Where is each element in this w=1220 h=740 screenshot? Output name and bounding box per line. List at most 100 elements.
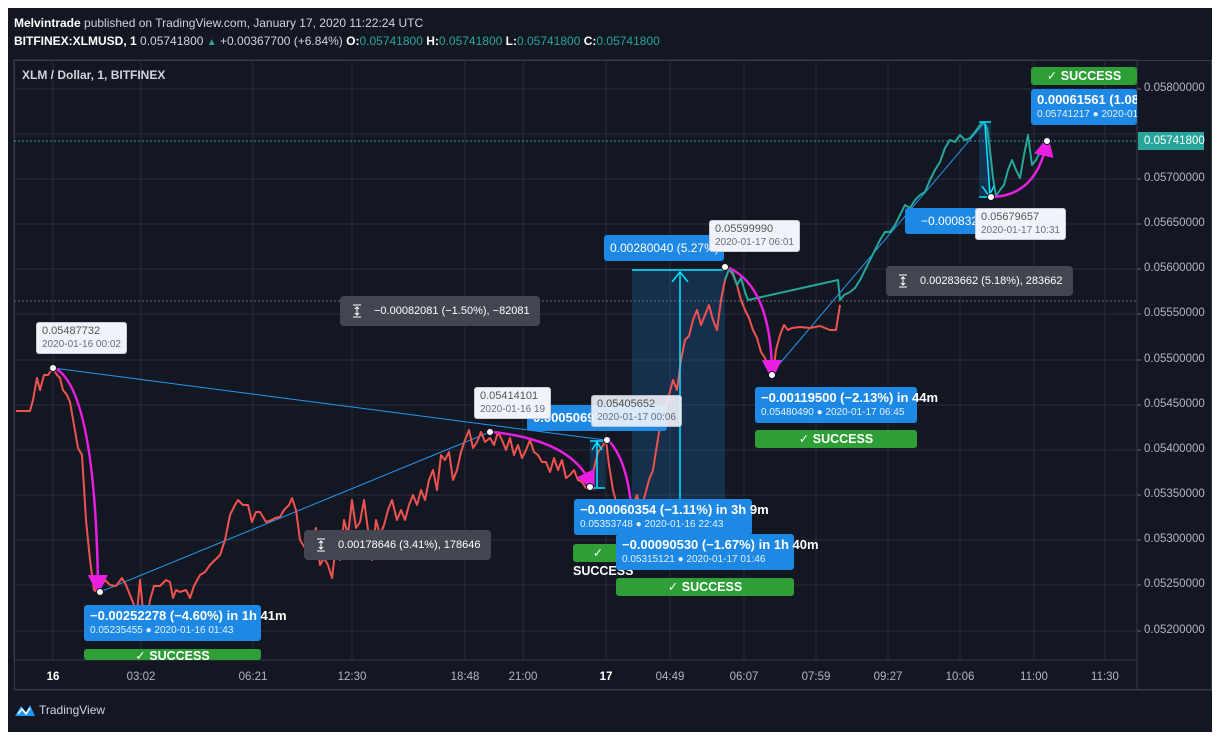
time-tick: 06:07 [729,671,759,683]
success-badge: ✓ SUCCESS [84,649,261,660]
price-tick: 0.05550000 [1144,307,1205,319]
success-badge: ✓ SUCCESS [755,430,917,448]
price-line-up [724,121,1048,301]
range-icon [899,274,907,288]
price-line-down [16,268,841,626]
symbol-title[interactable]: XLM / Dollar, 1, BITFINEX [22,68,166,82]
price-tick: 0.05200000 [1144,624,1205,636]
last-price-label: 0.05741800 [1138,132,1205,150]
close-label: C: [583,34,597,48]
close-value: 0.05741800 [596,34,660,48]
low-label: L: [505,34,517,48]
time-tick: 07:59 [801,671,831,683]
anchor-points[interactable] [49,137,1051,596]
publish-line: Melvintrade published on TradingView.com… [14,14,660,32]
grid-vertical [52,60,1106,660]
price-point-tooltip: 0.05405652 2020-01-17 00:06 [591,395,682,427]
point-time: 2020-01-16 19 [480,404,546,415]
point-time: 2020-01-17 00:06 [597,412,676,423]
ohlc-line: BITFINEX:XLMUSD, 1 0.05741800 ▲ +0.00367… [14,32,660,52]
axis-ticks [1137,88,1141,632]
time-tick: 17 [599,671,613,683]
measure-label[interactable]: 0.00280040 (5.27%) [604,235,724,261]
price-tick: 0.05500000 [1144,353,1205,365]
range-text: 0.00178646 (3.41%), 178646 [338,539,481,551]
move-main: 0.00061561 (1.08%) [1037,92,1137,107]
move-main: −0.00090530 (−1.67%) in 1h 40m [622,537,819,552]
up-triangle-icon: ▲ [206,37,217,48]
current-price: 0.05741800 [140,34,204,48]
price-point-tooltip: 0.05414101 2020-01-16 19 [474,387,552,419]
range-label[interactable]: 0.00178646 (3.41%), 178646 [304,530,491,560]
price-tick: 0.05650000 [1144,217,1205,229]
symbol-label: BITFINEX:XLMUSD, 1 [14,34,137,48]
point-price: 0.05487732 [42,325,101,337]
point-price: 0.05414101 [480,390,539,402]
range-label[interactable]: −0.00082081 (−1.50%), −82081 [340,296,540,326]
time-tick: 06:21 [238,671,268,683]
move-sub: 0.05315121 ● 2020-01-17 01:46 [622,554,766,565]
tradingview-text: TradingView [39,703,106,717]
move-label[interactable]: −0.00060354 (−1.11%) in 3h 9m 0.05353748… [574,499,769,535]
open-label: O: [346,34,360,48]
move-sub: 0.05480490 ● 2020-01-17 06:45 [761,407,905,418]
time-tick: 18:48 [450,671,480,683]
time-tick: 09:27 [873,671,903,683]
published-text: published on TradingView.com, January 17… [84,16,424,30]
point-price: 0.05405652 [597,398,656,410]
price-point-tooltip: 0.05487732 2020-01-16 00:02 [36,322,127,354]
price-tick: 0.05250000 [1144,578,1205,590]
point-price: 0.05679657 [981,211,1040,223]
point-price: 0.05599990 [715,223,774,235]
move-label[interactable]: 0.00061561 (1.08%) 0.05741217 ● 2020-01-… [1031,89,1137,125]
time-tick: 10:06 [945,671,975,683]
move-sub: 0.05235455 ● 2020-01-16 01:43 [90,625,234,636]
open-value: 0.05741800 [359,34,423,48]
range-text: −0.00082081 (−1.50%), −82081 [374,305,530,317]
publish-header: Melvintrade published on TradingView.com… [14,14,660,52]
price-point-tooltip: 0.05679657 2020-01-17 10:31 [975,208,1066,240]
range-label[interactable]: 0.00283662 (5.18%), 283662 [886,266,1073,296]
time-tick: 16 [46,671,60,683]
high-value: 0.05741800 [438,34,503,48]
move-main: −0.00119500 (−2.13%) in 44m [761,390,939,405]
move-main: −0.00060354 (−1.11%) in 3h 9m [580,502,769,517]
success-badge: ✓ SUCCESS [616,578,794,596]
time-tick: 11:00 [1020,671,1048,683]
price-tick: 0.05700000 [1144,172,1205,184]
move-sub: 0.05353748 ● 2020-01-16 22:43 [580,519,724,530]
move-label[interactable]: −0.00090530 (−1.67%) in 1h 40m 0.0531512… [616,534,819,570]
point-time: 2020-01-16 00:02 [42,339,121,350]
price-tick: 0.05400000 [1144,443,1205,455]
move-label[interactable]: −0.00252278 (−4.60%) in 1h 41m 0.0523545… [84,605,287,641]
measure-text: 0.00280040 (5.27%) [610,241,719,255]
price-change: +0.00367700 (+6.84%) [220,34,343,48]
time-tick: 04:49 [655,671,685,683]
low-value: 0.05741800 [516,34,581,48]
price-tick: 0.05300000 [1144,533,1205,545]
high-label: H: [426,34,439,48]
measure-text: −0.00083288 [921,214,992,228]
point-time: 2020-01-17 06:01 [715,237,794,248]
tradingview-branding[interactable]: TradingView [14,702,105,718]
price-tick: 0.05600000 [1144,262,1205,274]
move-label[interactable]: −0.00119500 (−2.13%) in 44m 0.05480490 ●… [755,387,939,423]
price-tick: 0.05800000 [1144,82,1205,94]
point-time: 2020-01-17 10:31 [981,225,1060,236]
range-icon [353,304,361,318]
move-sub: 0.05741217 ● 2020-01-1 [1037,109,1137,120]
trend-lines[interactable] [52,121,986,593]
price-point-tooltip: 0.05599990 2020-01-17 06:01 [709,220,800,252]
move-main: −0.00252278 (−4.60%) in 1h 41m [90,608,287,623]
time-tick: 03:02 [126,671,156,683]
range-text: 0.00283662 (5.18%), 283662 [920,275,1063,287]
price-tick: 0.05450000 [1144,398,1205,410]
time-tick: 21:00 [508,671,538,683]
magenta-arrows[interactable] [54,136,1054,595]
tradingview-logo-icon [15,705,35,716]
range-icon [317,538,325,552]
time-tick: 12:30 [337,671,367,683]
time-tick: 11:30 [1091,671,1119,683]
author-name[interactable]: Melvintrade [14,16,81,30]
success-badge: ✓ SUCCESS [1031,67,1137,85]
